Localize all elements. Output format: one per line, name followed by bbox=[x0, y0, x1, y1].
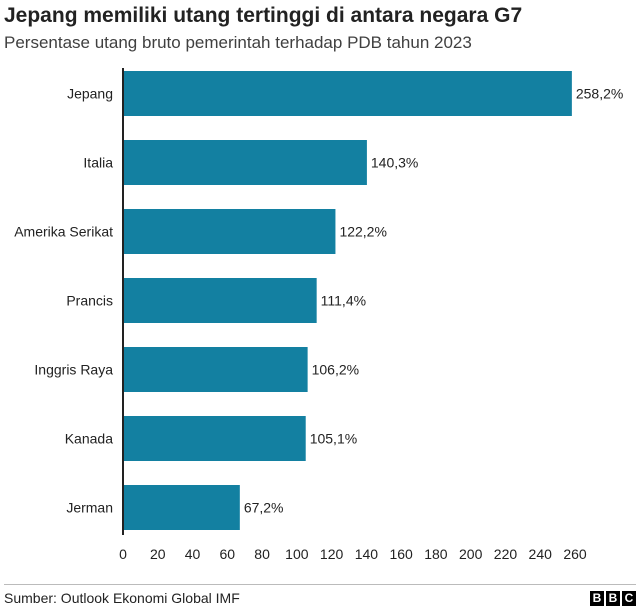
bar-2 bbox=[123, 140, 367, 185]
x-tick-label-4: 60 bbox=[220, 546, 236, 562]
bar-3 bbox=[123, 209, 336, 254]
bar-chart: Jepang 258,2% Italia 140,3% Amerika Serikat 1… bbox=[14, 68, 623, 562]
value-label-4: 111,4% bbox=[321, 293, 366, 309]
value-label-6: 105,1% bbox=[310, 431, 357, 447]
category-label-6: Kanada bbox=[65, 431, 113, 447]
x-tick-label-8: 140 bbox=[355, 546, 379, 562]
x-tick-label-6: 100 bbox=[285, 546, 309, 562]
value-label-5: 106,2% bbox=[312, 362, 359, 378]
x-tick-label-13: 240 bbox=[529, 546, 553, 562]
x-tick-label-14: 260 bbox=[563, 546, 587, 562]
logo-letter-2: B bbox=[606, 591, 620, 606]
bar-7 bbox=[123, 485, 240, 530]
bbc-logo: B B C bbox=[590, 591, 636, 606]
x-tick-label-12: 220 bbox=[494, 546, 518, 562]
logo-letter-1: B bbox=[590, 591, 604, 606]
bar-5 bbox=[123, 347, 308, 392]
footer-divider bbox=[4, 584, 636, 585]
value-label-3: 122,2% bbox=[339, 224, 386, 240]
category-label-7: Jerman bbox=[66, 500, 113, 516]
x-tick-label-5: 80 bbox=[254, 546, 270, 562]
category-label-5: Inggris Raya bbox=[34, 362, 113, 378]
bar-1 bbox=[123, 71, 572, 116]
bar-4 bbox=[123, 278, 317, 323]
x-tick-label-7: 120 bbox=[320, 546, 344, 562]
value-label-1: 258,2% bbox=[576, 86, 623, 102]
value-label-7: 67,2% bbox=[244, 500, 284, 516]
category-label-4: Prancis bbox=[66, 293, 113, 309]
bar-6 bbox=[123, 416, 306, 461]
source-note: Sumber: Outlook Ekonomi Global IMF bbox=[4, 590, 240, 606]
chart-title: Jepang memiliki utang tertinggi di antar… bbox=[4, 4, 523, 27]
logo-letter-3: C bbox=[622, 591, 636, 606]
x-tick-label-10: 180 bbox=[424, 546, 448, 562]
x-tick-label-9: 160 bbox=[389, 546, 413, 562]
category-label-2: Italia bbox=[83, 155, 113, 171]
x-tick-label-11: 200 bbox=[459, 546, 483, 562]
category-label-3: Amerika Serikat bbox=[14, 224, 113, 240]
x-tick-label-3: 40 bbox=[185, 546, 201, 562]
category-label-1: Jepang bbox=[67, 86, 113, 102]
x-tick-label-2: 20 bbox=[150, 546, 166, 562]
value-label-2: 140,3% bbox=[371, 155, 418, 171]
chart-subtitle: Persentase utang bruto pemerintah terhad… bbox=[4, 33, 472, 52]
x-tick-label-1: 0 bbox=[119, 546, 127, 562]
